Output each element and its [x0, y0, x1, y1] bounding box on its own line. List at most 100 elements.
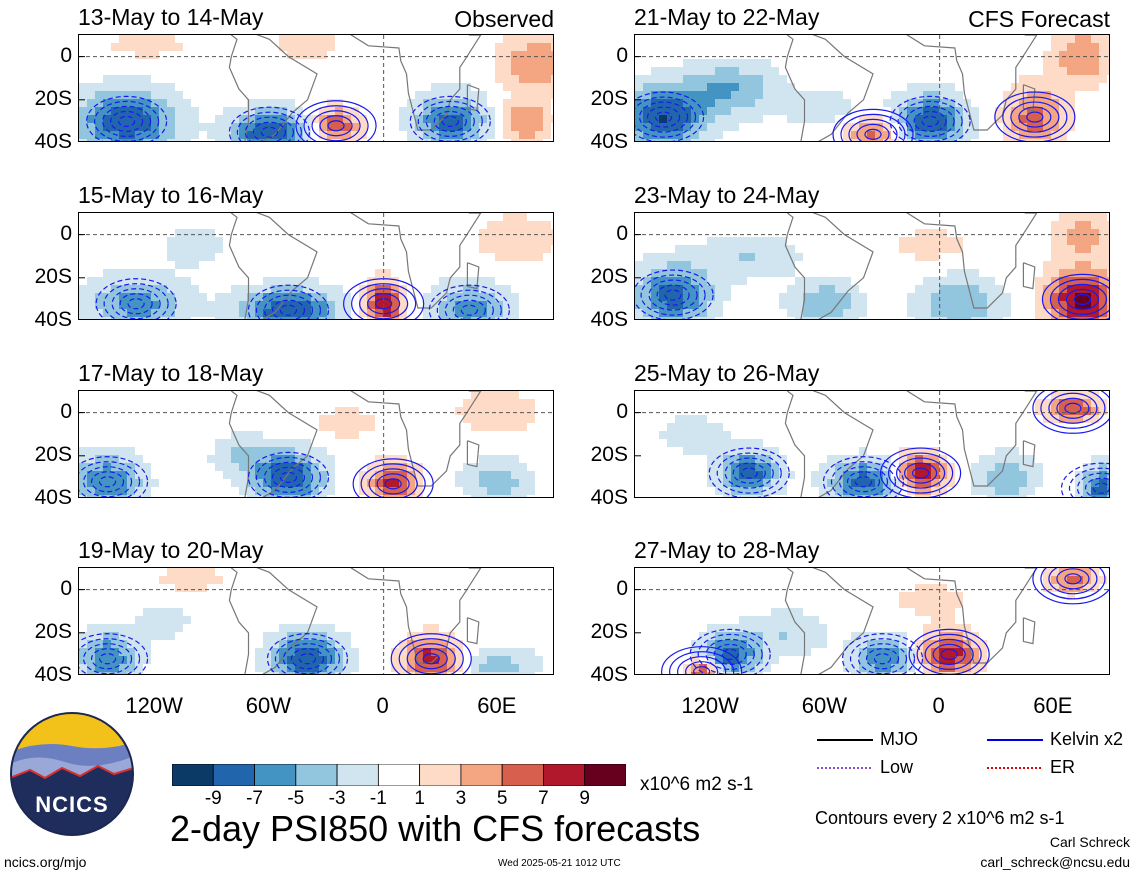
heatmap-cell: [127, 439, 136, 448]
heatmap-cell: [415, 83, 424, 92]
heatmap-cell: [175, 592, 184, 601]
heatmap-cell: [843, 83, 852, 92]
heatmap-cell: [931, 59, 940, 68]
heatmap-cell: [167, 592, 176, 601]
heatmap-cell: [635, 285, 644, 294]
heatmap-cell: [415, 35, 424, 44]
heatmap-cell: [543, 568, 552, 577]
heatmap-cell: [407, 83, 416, 92]
heatmap-cell: [183, 131, 192, 140]
heatmap-cell: [503, 115, 512, 124]
heatmap-cell: [223, 245, 232, 254]
heatmap-cell: [1003, 107, 1012, 116]
heatmap-cell: [415, 423, 424, 432]
heatmap-cell: [127, 75, 136, 84]
heatmap-cell: [303, 487, 312, 496]
heatmap-cell: [987, 229, 996, 238]
heatmap-cell: [247, 648, 256, 657]
heatmap-cell: [891, 253, 900, 262]
heatmap-cell: [535, 35, 544, 44]
heatmap-cell: [335, 213, 344, 222]
heatmap-cell: [343, 277, 352, 286]
heatmap-cell: [255, 261, 264, 270]
heatmap-cell: [391, 672, 400, 674]
heatmap-cell: [391, 229, 400, 238]
heatmap-cell: [811, 139, 820, 141]
heatmap-cell: [247, 123, 256, 132]
heatmap-cell: [87, 229, 96, 238]
heatmap-cell: [183, 576, 192, 585]
heatmap-cell: [1067, 131, 1076, 140]
heatmap-cell: [135, 600, 144, 609]
heatmap-cell: [479, 293, 488, 302]
heatmap-cell: [423, 91, 432, 100]
lat-tick-label: 40S: [34, 486, 72, 509]
heatmap-cell: [739, 213, 748, 222]
heatmap-cell: [111, 616, 120, 625]
heatmap-cell: [803, 115, 812, 124]
heatmap-cell: [495, 269, 504, 278]
heatmap-cell: [239, 293, 248, 302]
heatmap-cell: [447, 399, 456, 408]
heatmap-cell: [495, 479, 504, 488]
heatmap-cell: [907, 213, 916, 222]
heatmap-cell: [375, 576, 384, 585]
heatmap-cell: [979, 317, 988, 319]
heatmap-cell: [551, 600, 553, 609]
heatmap-cell: [899, 253, 908, 262]
heatmap-cell: [159, 221, 168, 230]
heatmap-cell: [239, 672, 248, 674]
heatmap-cell: [635, 43, 644, 52]
heatmap-cell: [963, 43, 972, 52]
heatmap-cell: [175, 455, 184, 464]
heatmap-cell: [651, 221, 660, 230]
heatmap-cell: [755, 261, 764, 270]
heatmap-cell: [103, 59, 112, 68]
heatmap-cell: [691, 261, 700, 270]
heatmap-cell: [87, 51, 96, 60]
heatmap-cell: [143, 253, 152, 262]
heatmap-cell: [159, 35, 168, 44]
heatmap-cell: [223, 213, 232, 222]
heatmap-cell: [659, 221, 668, 230]
heatmap-cell: [827, 139, 836, 141]
heatmap-cell: [255, 139, 264, 141]
heatmap-cell: [843, 229, 852, 238]
heatmap-cell: [415, 131, 424, 140]
heatmap-cell: [343, 269, 352, 278]
heatmap-cell: [487, 463, 496, 472]
heatmap-cell: [359, 632, 368, 641]
heatmap-cell: [303, 391, 312, 400]
heatmap-cell: [175, 237, 184, 246]
heatmap-cell: [479, 43, 488, 52]
heatmap-cell: [795, 115, 804, 124]
heatmap-cell: [335, 584, 344, 593]
heatmap-cell: [987, 51, 996, 60]
heatmap-cell: [151, 479, 160, 488]
heatmap-cell: [643, 229, 652, 238]
heatmap-cell: [479, 632, 488, 641]
heatmap-cell: [947, 139, 956, 141]
heatmap-cell: [375, 399, 384, 408]
heatmap-cell: [439, 479, 448, 488]
heatmap-cell: [439, 43, 448, 52]
heatmap-cell: [295, 115, 304, 124]
heatmap-cell: [431, 261, 440, 270]
heatmap-cell: [439, 67, 448, 76]
heatmap-cell: [119, 664, 128, 673]
heatmap-cell: [439, 439, 448, 448]
heatmap-cell: [487, 213, 496, 222]
heatmap-cell: [779, 277, 788, 286]
heatmap-cell: [699, 237, 708, 246]
heatmap-cell: [383, 592, 392, 601]
heatmap-cell: [423, 301, 432, 310]
heatmap-cell: [191, 229, 200, 238]
heatmap-cell: [899, 131, 908, 140]
heatmap-cell: [415, 471, 424, 480]
heatmap-cell: [947, 309, 956, 318]
heatmap-cell: [771, 221, 780, 230]
heatmap-cell: [423, 656, 432, 665]
heatmap-cell: [447, 463, 456, 472]
heatmap-cell: [519, 463, 528, 472]
heatmap-cell: [851, 285, 860, 294]
